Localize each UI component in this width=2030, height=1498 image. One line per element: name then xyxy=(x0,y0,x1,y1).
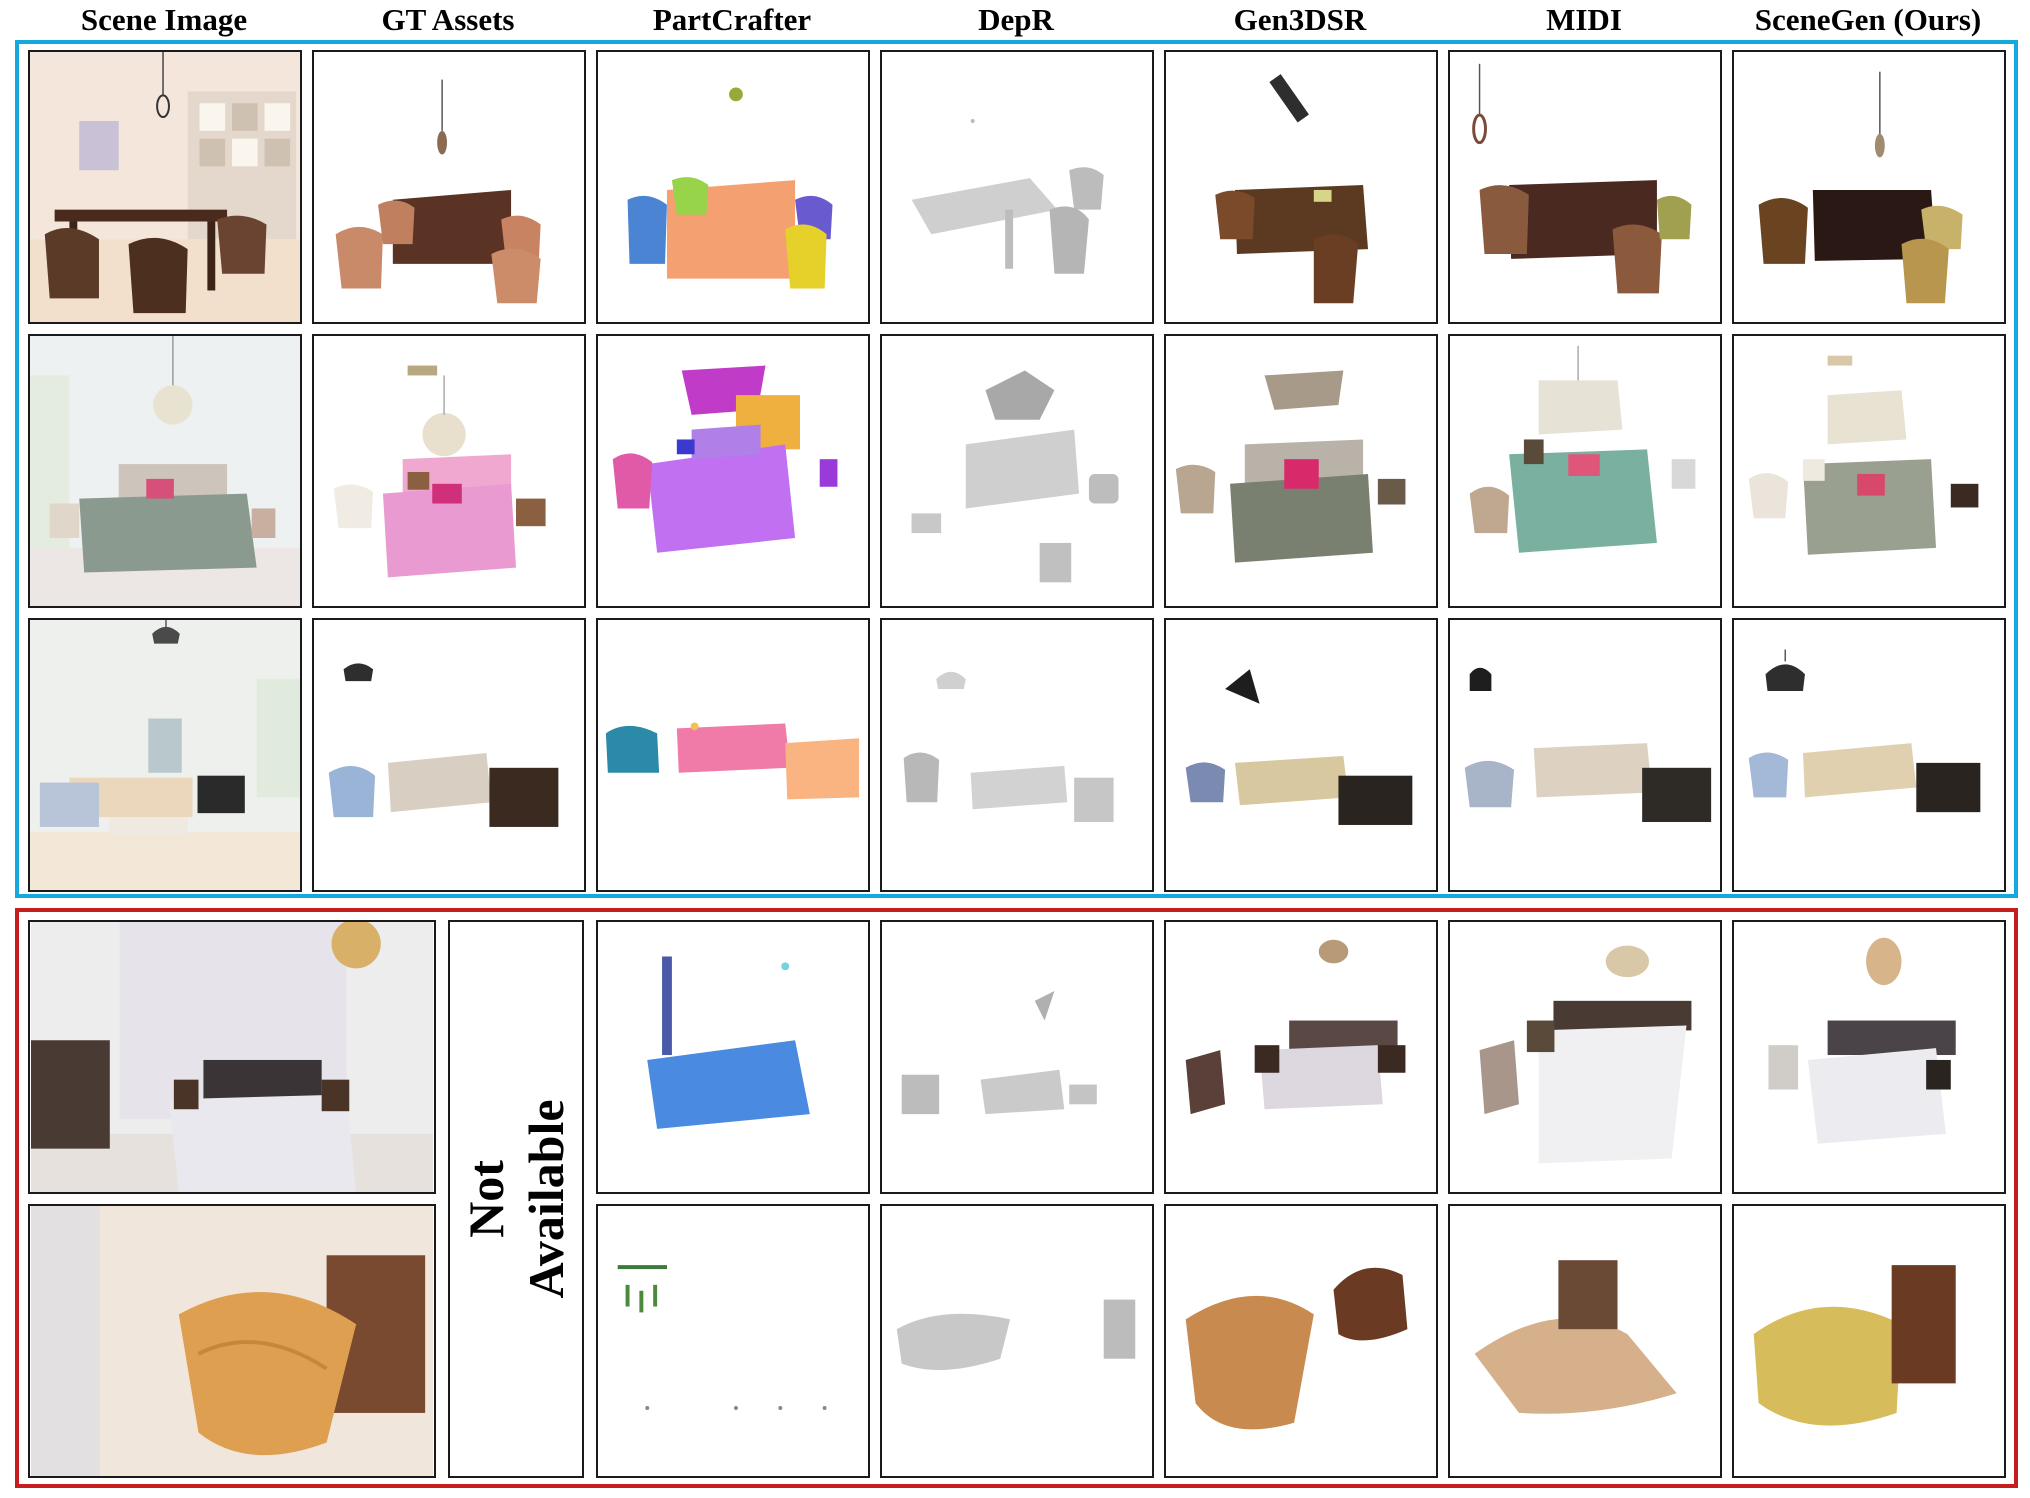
midi-bedroom-anchor xyxy=(1448,920,1722,1194)
partcrafter-dining-room xyxy=(596,50,870,324)
gen3dsr-bedroom-chandelier xyxy=(1164,334,1438,608)
scenegen-bedroom-duvet xyxy=(1732,1204,2006,1478)
scene-image-dining-room xyxy=(28,50,302,324)
column-header-scene-image: Scene Image xyxy=(80,2,248,37)
not-available-line-2: Available xyxy=(518,1099,574,1299)
scenegen-living-room xyxy=(1732,618,2006,892)
midi-bedroom-duvet xyxy=(1448,1204,1722,1478)
partcrafter-bedroom-duvet xyxy=(596,1204,870,1478)
not-available-panel: Not Available xyxy=(448,920,584,1478)
scenegen-dining-room xyxy=(1732,50,2006,324)
depr-bedroom-chandelier xyxy=(880,334,1154,608)
column-header-gt-assets: GT Assets xyxy=(381,2,515,37)
not-available-line-1: Not xyxy=(458,1160,514,1238)
real-scenes-group-box xyxy=(15,908,2018,1488)
scene-image-living-room xyxy=(28,618,302,892)
gen3dsr-bedroom-duvet xyxy=(1164,1204,1438,1478)
scenegen-bedroom-anchor xyxy=(1732,920,2006,1194)
column-header-partcrafter: PartCrafter xyxy=(652,2,812,37)
column-header-scenegen: SceneGen (Ours) xyxy=(1754,2,1982,37)
scenegen-bedroom-chandelier xyxy=(1732,334,2006,608)
gen3dsr-dining-room xyxy=(1164,50,1438,324)
partcrafter-bedroom-anchor xyxy=(596,920,870,1194)
midi-dining-room xyxy=(1448,50,1722,324)
scene-image-bedroom-anchor xyxy=(28,920,436,1194)
gt-assets-living-room xyxy=(312,618,586,892)
scene-image-bedroom-duvet xyxy=(28,1204,436,1478)
not-available-label: Not Available xyxy=(456,1099,576,1298)
column-header-midi: MIDI xyxy=(1546,2,1622,37)
depr-dining-room xyxy=(880,50,1154,324)
gen3dsr-living-room xyxy=(1164,618,1438,892)
synthetic-scenes-group-box xyxy=(15,40,2018,898)
gt-assets-bedroom-chandelier xyxy=(312,334,586,608)
depr-bedroom-duvet xyxy=(880,1204,1154,1478)
depr-bedroom-anchor xyxy=(880,920,1154,1194)
gen3dsr-bedroom-anchor xyxy=(1164,920,1438,1194)
partcrafter-bedroom-chandelier xyxy=(596,334,870,608)
depr-living-room xyxy=(880,618,1154,892)
column-header-depr: DepR xyxy=(978,2,1054,37)
scene-image-bedroom-chandelier xyxy=(28,334,302,608)
partcrafter-living-room xyxy=(596,618,870,892)
gt-assets-dining-room xyxy=(312,50,586,324)
midi-bedroom-chandelier xyxy=(1448,334,1722,608)
midi-living-room xyxy=(1448,618,1722,892)
column-header-gen3dsr: Gen3DSR xyxy=(1233,2,1367,37)
